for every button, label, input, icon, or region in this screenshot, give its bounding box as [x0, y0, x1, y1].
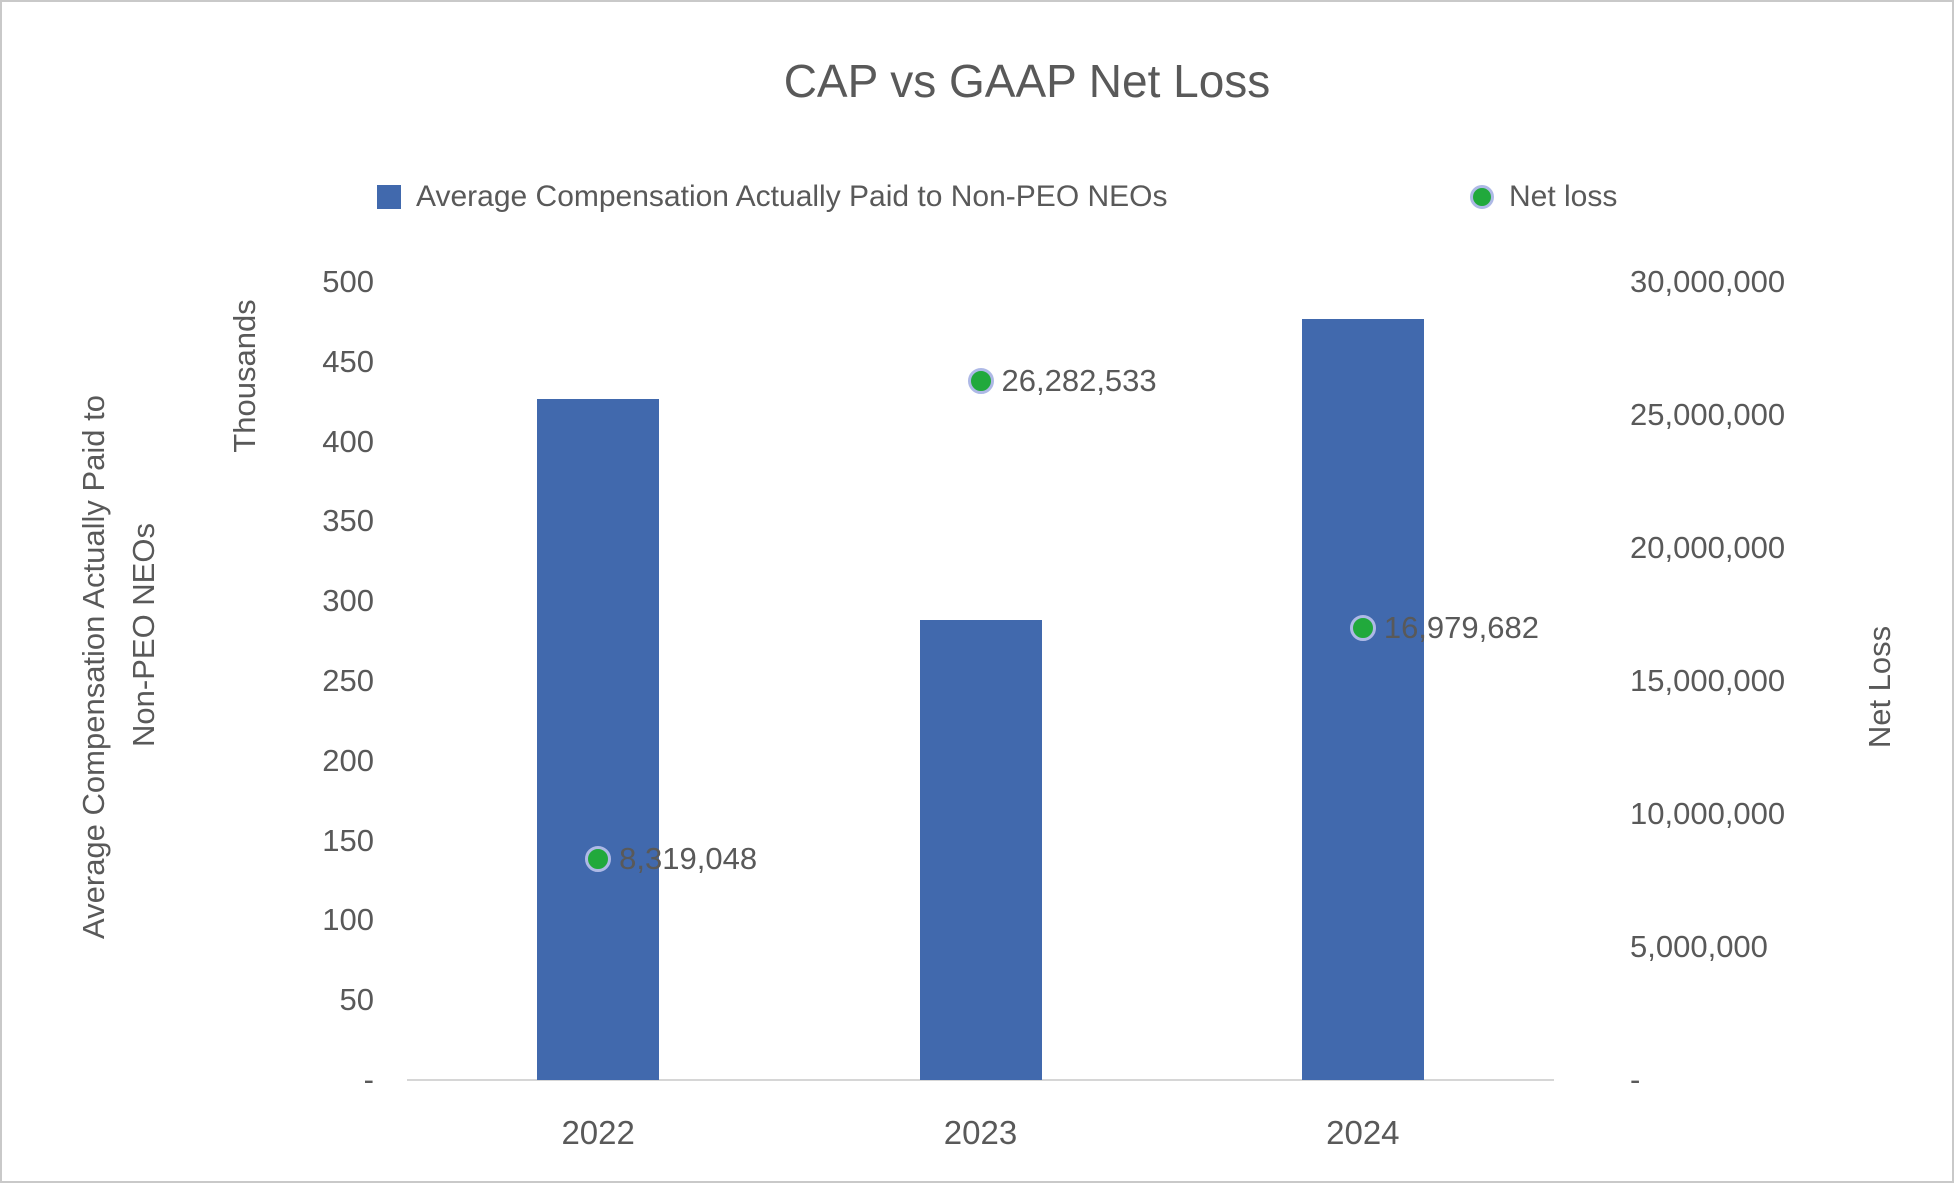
- right-axis-tick-20000000: 20,000,000: [1630, 530, 1786, 565]
- bar-2023: [919, 620, 1042, 1080]
- left-axis-title-line1: Average Compensation Actually Paid to: [76, 395, 111, 939]
- left-axis-tick-50: 50: [339, 982, 374, 1018]
- x-axis-label-2022: 2022: [561, 1114, 635, 1151]
- left-axis-tick-250: 250: [322, 663, 374, 698]
- right-axis-tick-5000000: 5,000,000: [1630, 929, 1768, 964]
- left-axis-tick-150: 150: [322, 822, 374, 858]
- legend-label-netloss-series: Net loss: [1509, 180, 1618, 213]
- bar-2022: [537, 398, 660, 1080]
- left-axis-tick-100: 100: [322, 902, 374, 938]
- right-axis-tick-10000000: 10,000,000: [1630, 796, 1786, 831]
- left-axis-tick-400: 400: [322, 423, 374, 459]
- left-axis-tick--: -: [363, 1062, 374, 1097]
- x-axis-label-2023: 2023: [943, 1114, 1018, 1151]
- chart-title: CAP vs GAAP Net Loss: [783, 55, 1271, 107]
- left-axis-tick-200: 200: [322, 742, 374, 778]
- netloss-point-2022: [585, 845, 612, 872]
- netloss-label-2023: 26,282,533: [1001, 362, 1157, 398]
- right-axis-tick-25000000: 25,000,000: [1630, 397, 1786, 432]
- bar-series-swatch-icon: [377, 185, 401, 209]
- right-axis-tick--: -: [1630, 1062, 1641, 1097]
- right-axis-tick-15000000: 15,000,000: [1630, 663, 1786, 698]
- netloss-marker-icon: [1470, 185, 1494, 209]
- netloss-label-2022: 8,319,048: [619, 840, 758, 876]
- right-axis-title: Net Loss: [1862, 625, 1897, 749]
- bar-2024: [1301, 318, 1424, 1080]
- left-axis-tick-500: 500: [322, 264, 374, 299]
- legend-label-bar-series: Average Compensation Actually Paid to No…: [416, 180, 1168, 213]
- netloss-label-2024: 16,979,682: [1383, 610, 1539, 646]
- x-axis-label-2024: 2024: [1326, 1114, 1400, 1151]
- left-axis-tick-300: 300: [322, 583, 374, 619]
- right-axis-tick-30000000: 30,000,000: [1630, 264, 1786, 299]
- left-axis-title-line2: Non-PEO NEOs: [126, 523, 161, 747]
- legend-item-bar-series: Average Compensation Actually Paid to No…: [377, 178, 1168, 216]
- netloss-point-2024: [1349, 615, 1376, 642]
- x-axis-line: [407, 1079, 1554, 1081]
- left-axis-tick-450: 450: [322, 343, 374, 379]
- left-axis-tick-350: 350: [322, 503, 374, 539]
- netloss-point-2023: [967, 367, 994, 394]
- legend-item-netloss-series: Net loss: [1470, 178, 1617, 216]
